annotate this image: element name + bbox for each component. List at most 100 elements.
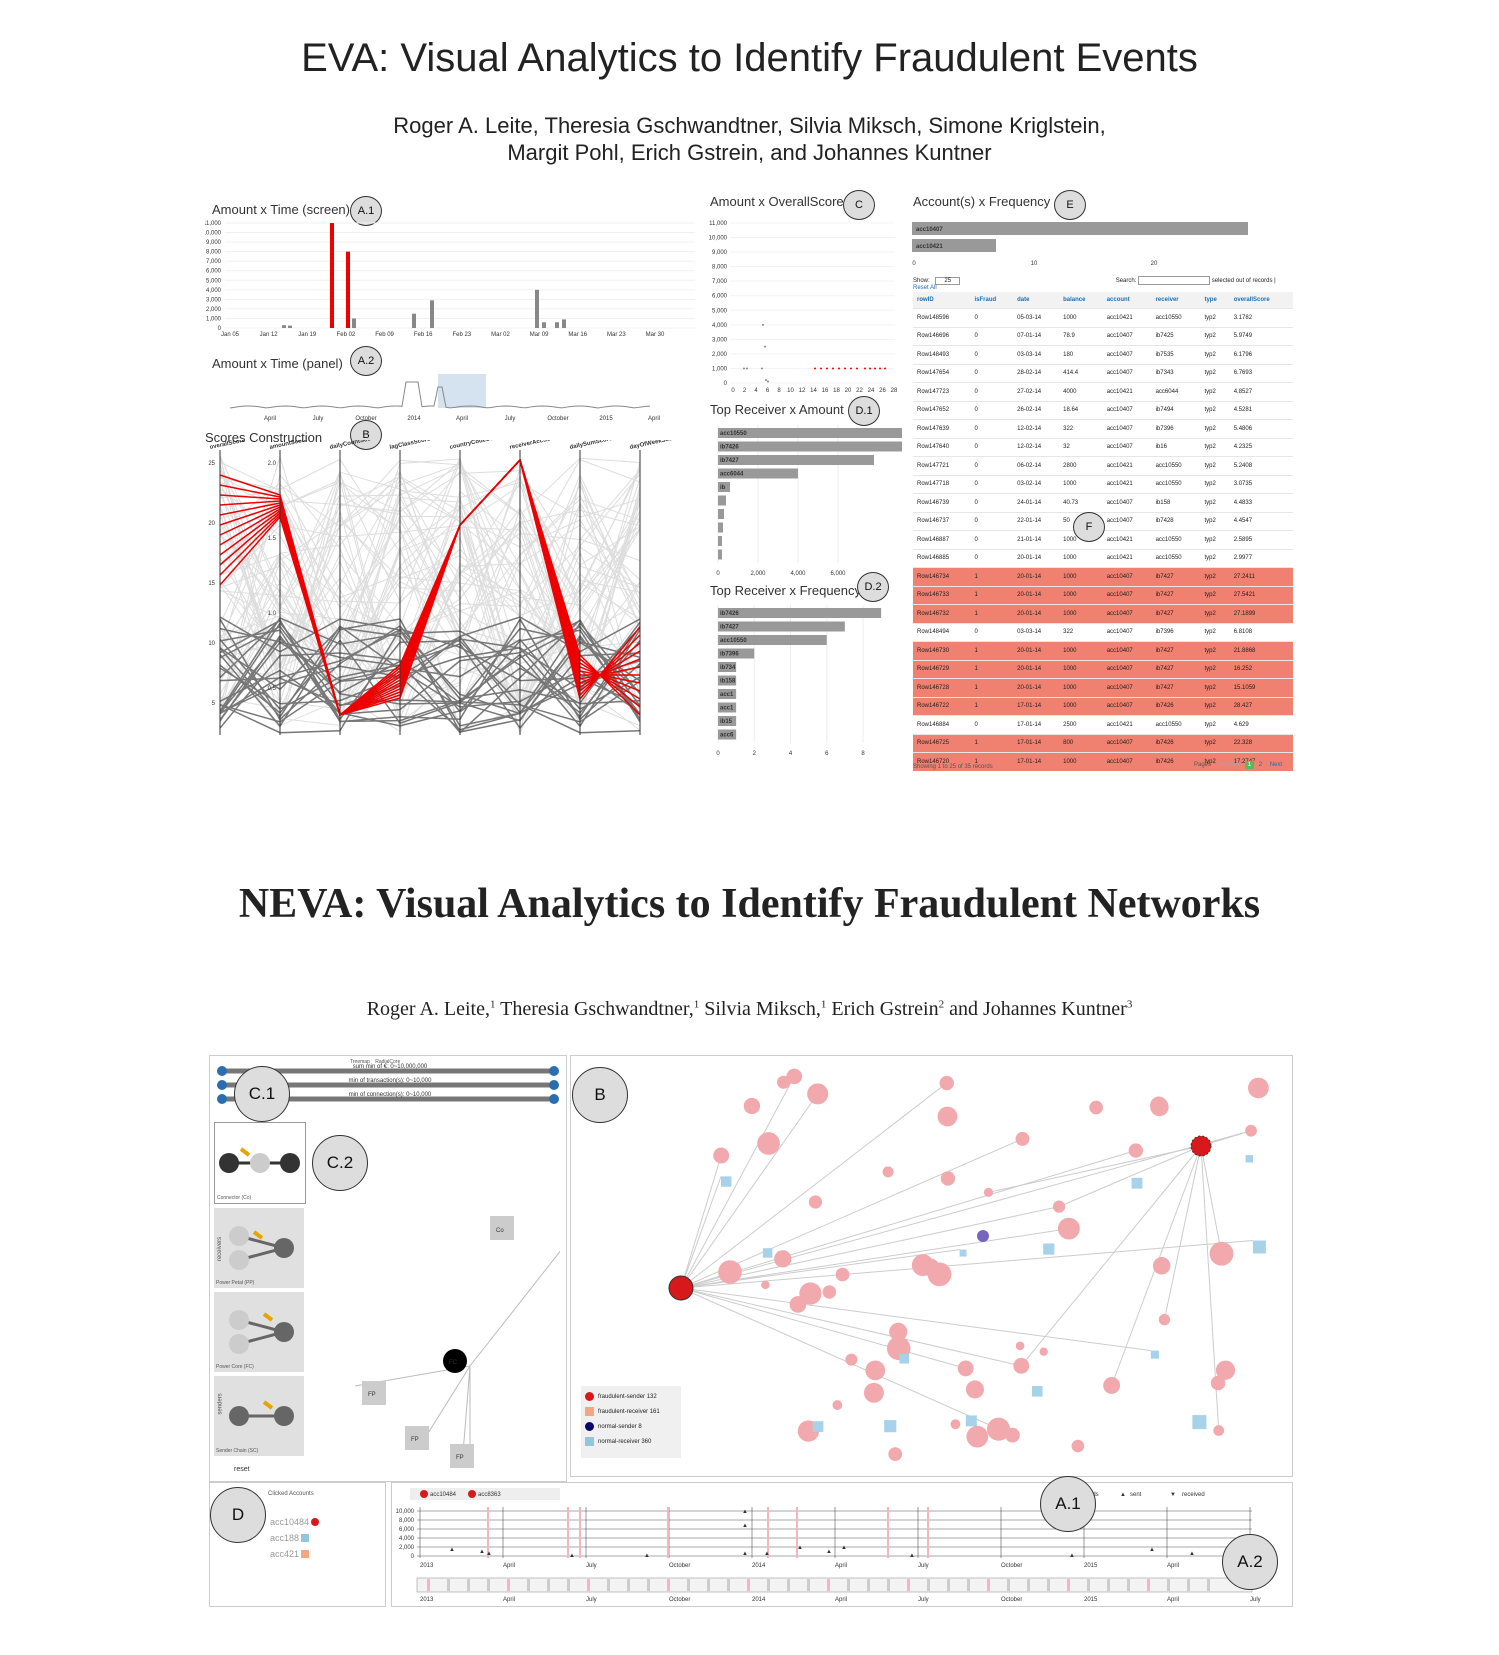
d1-bar: [718, 428, 902, 438]
author-name: Theresia Gschwandtner,: [500, 998, 694, 1020]
fraudulent-sender-node: [1103, 1376, 1121, 1394]
motif-graph[interactable]: Co FC FP FP FP: [310, 1116, 560, 1476]
motif-panel: Treemap RadialCore sum min of €: 0~10,00…: [209, 1055, 567, 1482]
table-row[interactable]: Row146884 0 17-01-14 2500 acc10421 acc10550 ty…: [913, 715, 1293, 734]
table-row[interactable]: Row147652 0 26-02-14 18.64 acc10407 ib7494 typ…: [913, 400, 1293, 420]
table-row[interactable]: Row147721 0 06-02-14 2800 acc10421 acc10550 ty…: [913, 456, 1293, 475]
network-edge: [680, 1093, 819, 1289]
column-header[interactable]: receiver: [1151, 292, 1201, 309]
next-link[interactable]: Next: [1269, 762, 1283, 768]
radialcore-option[interactable]: RadialCore: [375, 1059, 401, 1065]
column-header[interactable]: isFraud: [970, 292, 1014, 309]
previous-link[interactable]: Previous: [1216, 762, 1241, 768]
legend-swatch: [585, 1392, 594, 1401]
column-header[interactable]: rowID: [913, 292, 971, 309]
table-cell: Row146725: [913, 733, 971, 753]
motif-node-co[interactable]: [490, 1216, 514, 1240]
timeline-chart[interactable]: acc10484acc8363◇frauds▲sent▼received10,0…: [392, 1483, 1292, 1606]
reset-button[interactable]: reset: [234, 1466, 250, 1473]
e-bar-chart[interactable]: acc10407 acc10421 0 10 20: [912, 220, 1292, 270]
column-header[interactable]: account: [1102, 292, 1152, 309]
a1-y-tick: 10,000: [205, 231, 222, 237]
table-row[interactable]: Row148493 0 03-03-14 180 acc10407 ib7535 typ2 6…: [913, 345, 1293, 364]
b-parallel-coords[interactable]: overallScore amountScore dailyCountScore la…: [200, 440, 680, 785]
c-title: Amount x OverallScore: [710, 194, 844, 209]
table-row[interactable]: Row146739 0 24-01-14 40.73 acc10407 ib158 typ2…: [913, 493, 1293, 512]
d2-bar-chart[interactable]: ib7426ib7427acc10550ib7396ib734ib158acc1…: [712, 605, 902, 765]
a2-chart[interactable]: April July October 2014 April July October 2015…: [230, 372, 700, 424]
layout-options[interactable]: Treemap RadialCore: [350, 1059, 400, 1065]
table-cell: typ2: [1200, 733, 1230, 753]
callout-c2: C.2: [312, 1135, 368, 1191]
a2-x-tick: April: [456, 416, 468, 422]
search-input[interactable]: [1138, 276, 1211, 285]
table-row[interactable]: Row147723 0 27-02-14 4000 acc10421 acc6044 typ…: [913, 382, 1293, 401]
clicked-account-item[interactable]: acc10484: [270, 1517, 380, 1527]
table-row[interactable]: Row147640 0 12-02-14 32 acc10407 ib16 typ2 4.23…: [913, 437, 1293, 457]
table-row[interactable]: Row146732 1 20-01-14 1000 acc10407 ib7427 typ2…: [913, 604, 1293, 623]
a2-x-tick: July: [505, 416, 516, 422]
table-row[interactable]: Row147639 0 12-02-14 322 acc10407 ib7396 typ2 5…: [913, 419, 1293, 438]
a2-brush-selection[interactable]: [438, 374, 486, 408]
column-header[interactable]: overallScore: [1229, 292, 1293, 309]
motif-power-petal[interactable]: Power Petal (PP): [214, 1208, 304, 1288]
table-row[interactable]: Row146885 0 20-01-14 1000 acc10421 acc10550 ty…: [913, 548, 1293, 568]
a1-chart[interactable]: 11,000 10,000 9,000 8,000 7,000 6,000 5,000 4,0…: [205, 218, 700, 358]
table-row[interactable]: Row146720 1 17-01-14 1000 acc10407 ib7426 typ2…: [913, 752, 1293, 771]
reset-all-link[interactable]: Reset All: [913, 285, 937, 291]
motif-node-fp[interactable]: [362, 1381, 386, 1405]
table-row[interactable]: Row146733 1 20-01-14 1000 acc10407 ib7427 typ2…: [913, 585, 1293, 605]
motif-power-core[interactable]: Power Core (FC): [214, 1292, 304, 1372]
table-cell: ib7427: [1151, 678, 1201, 697]
timeline-account-label: acc10484: [430, 1492, 457, 1498]
table-row[interactable]: Row147718 0 03-02-14 1000 acc10421 acc10550 ty…: [913, 474, 1293, 494]
table-row[interactable]: Row147654 0 28-02-14 414.4 acc10407 ib7343 typ…: [913, 363, 1293, 383]
column-header[interactable]: type: [1200, 292, 1230, 309]
a1-bar: [542, 322, 546, 328]
sent-marker: ▲: [1149, 1547, 1155, 1553]
table-row[interactable]: Row146696 0 07-01-14 78.9 acc10407 ib7425 typ2…: [913, 326, 1293, 346]
d1-bar-chart[interactable]: acc10550 ib7426 ib7427 acc6044 ib 0 2,000 4,000…: [712, 425, 902, 585]
table-cell: 03-03-14: [1013, 622, 1060, 642]
timeline-brush-tick: [927, 1579, 930, 1591]
d2-bar: [718, 635, 827, 645]
fraudulent-sender-node: [940, 1171, 956, 1186]
a2-x-tick: 2015: [599, 416, 613, 422]
table-row[interactable]: Row146730 1 20-01-14 1000 acc10407 ib7427 typ2…: [913, 641, 1293, 660]
motif-node-fp[interactable]: [450, 1444, 474, 1468]
c-y-tick: 1,000: [712, 366, 728, 372]
table-row[interactable]: Row146728 1 20-01-14 1000 acc10407 ib7427 typ2…: [913, 678, 1293, 697]
table-cell: ib16: [1151, 437, 1201, 457]
fraudulent-sender-node: [1150, 1096, 1168, 1115]
table-row[interactable]: Row146725 1 17-01-14 800 acc10407 ib7426 typ2 2…: [913, 733, 1293, 753]
clicked-account-item[interactable]: acc188: [270, 1533, 380, 1543]
table-row[interactable]: Row146722 1 17-01-14 1000 acc10407 ib7426 typ2…: [913, 696, 1293, 716]
motif-node-fp[interactable]: [405, 1426, 429, 1450]
timeline-brush-tick: [867, 1579, 870, 1591]
c-scatter[interactable]: 11,000 10,000 9,000 8,000 7,000 6,000 5,000 4,0…: [705, 218, 900, 398]
table-cell: Row147652: [913, 400, 971, 420]
table-row[interactable]: Row146734 1 20-01-14 1000 acc10407 ib7427 typ2…: [913, 567, 1293, 586]
table-cell: acc10407: [1102, 419, 1152, 438]
column-header[interactable]: balance: [1059, 292, 1103, 309]
motif-sender-chain[interactable]: Sender Chain (SC): [214, 1376, 304, 1456]
power-core-motif-icon: [229, 1310, 294, 1354]
network-graph[interactable]: [571, 1056, 1292, 1476]
b-polyline: [219, 471, 641, 734]
show-select[interactable]: 25: [935, 277, 961, 286]
d1-bar: [718, 468, 798, 479]
d2-bar: [718, 662, 737, 672]
timeline-x-tick: 2013: [420, 1563, 434, 1569]
table-row[interactable]: Row148596 0 05-03-14 1000 acc10421 acc10550 ty…: [913, 308, 1293, 327]
table-row[interactable]: Row146729 1 20-01-14 1000 acc10407 ib7427 typ2…: [913, 659, 1293, 679]
table-cell: Row146732: [913, 604, 971, 623]
motif-connector[interactable]: Connector (Co): [214, 1122, 306, 1204]
clicked-account-item[interactable]: acc421: [270, 1549, 380, 1559]
table-row[interactable]: Row148494 0 03-03-14 322 acc10407 ib7396 typ2 6…: [913, 622, 1293, 642]
motif-node-fc[interactable]: [443, 1349, 467, 1373]
table-cell: Row146887: [913, 530, 971, 549]
page-1-button[interactable]: 1: [1244, 761, 1255, 769]
column-header[interactable]: date: [1013, 292, 1060, 309]
page-2-button[interactable]: 2: [1258, 762, 1263, 768]
treemap-option[interactable]: Treemap: [350, 1059, 370, 1065]
